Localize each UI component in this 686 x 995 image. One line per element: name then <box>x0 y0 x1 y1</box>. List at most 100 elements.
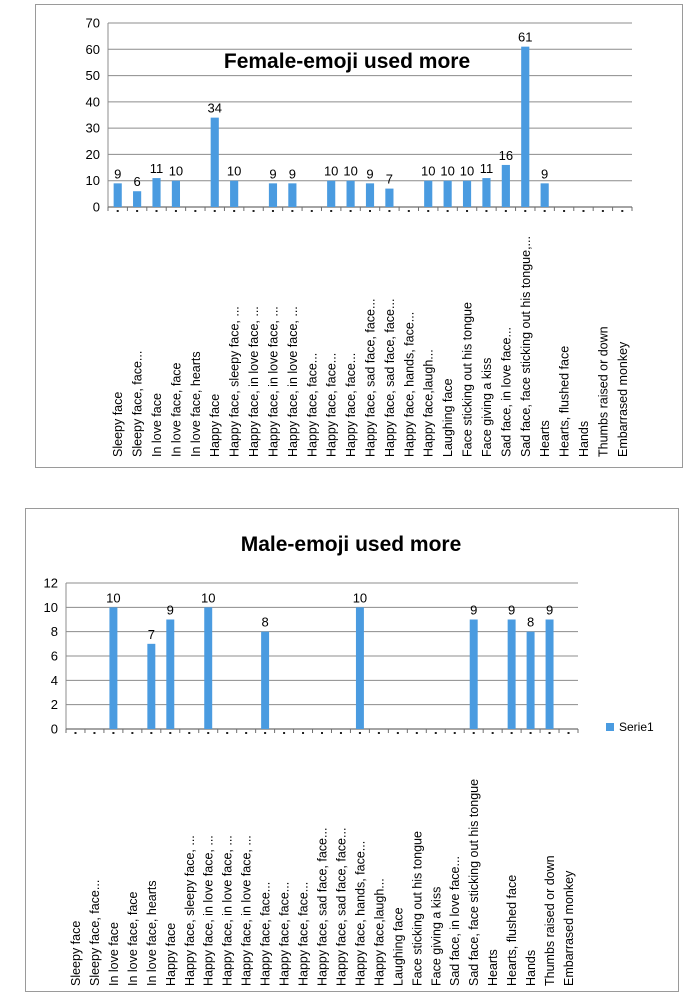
category-marker <box>358 732 361 734</box>
category-label: Thumbs raised or down <box>543 855 557 986</box>
data-label: 10 <box>324 164 338 179</box>
category-label: Happy face, in love face, ... <box>247 306 261 457</box>
category-marker <box>563 210 566 212</box>
bar <box>133 191 142 207</box>
category-marker <box>136 210 139 212</box>
category-marker <box>174 210 177 212</box>
category-marker <box>407 210 410 212</box>
y-tick-label: 8 <box>51 624 58 639</box>
category-marker <box>377 732 380 734</box>
y-tick-label: 20 <box>86 147 100 162</box>
y-tick-label: 0 <box>93 200 100 215</box>
bar <box>166 619 175 729</box>
bar <box>152 178 161 207</box>
bar <box>355 607 364 729</box>
y-tick-label: 2 <box>51 697 58 712</box>
category-marker <box>150 732 153 734</box>
category-marker <box>485 210 488 212</box>
category-label: Sad face, face sticking out his tongue,.… <box>519 236 533 457</box>
category-marker <box>453 732 456 734</box>
category-marker <box>188 732 191 734</box>
data-label: 8 <box>261 615 268 630</box>
bar <box>545 619 554 729</box>
category-label: Sleepy face, face... <box>131 351 145 457</box>
y-tick-label: 10 <box>86 173 100 188</box>
chart-title: Male-emoji used more <box>241 533 462 556</box>
male-emoji-chart: 0 2 4 6 8 10 12 Sleepy face Sleepy face, face...… <box>44 533 654 986</box>
bar <box>540 183 549 207</box>
category-marker <box>434 732 437 734</box>
category-label: Happy face, hands, face... <box>402 312 416 457</box>
bar <box>268 183 278 207</box>
category-label: Happy face, in love face, ... <box>266 306 280 457</box>
category-label: Sad face, face sticking out his tongue <box>467 779 481 986</box>
category-label: Face giving a kiss <box>480 358 494 457</box>
bar <box>501 164 510 207</box>
category-label: Hearts <box>486 949 500 986</box>
category-marker <box>213 210 216 212</box>
data-label: 9 <box>114 166 121 181</box>
data-label: 9 <box>546 603 553 618</box>
category-label: Happy face, sad face, face... <box>383 299 397 457</box>
female-emoji-chart: 0 10 20 30 40 50 60 70 9 Sleepy face 6 Sleepy face,… <box>86 16 633 457</box>
category-label: Laughing face <box>441 378 455 457</box>
category-label: Happy face,laugh... <box>422 349 436 457</box>
bar <box>443 180 452 207</box>
category-label: Happy face, sleepy face, ... <box>183 835 197 986</box>
category-label: In love face, hearts <box>145 880 159 986</box>
bar <box>462 180 472 207</box>
category-marker <box>93 732 96 734</box>
data-label: 10 <box>440 164 454 179</box>
category-label: Laughing face <box>391 907 405 986</box>
y-tick-label: 30 <box>86 121 100 136</box>
bar <box>365 183 375 207</box>
category-marker <box>74 732 77 734</box>
data-label: 34 <box>208 101 222 116</box>
category-label: Happy face, in love face, ... <box>286 306 300 457</box>
category-label: Face sticking out his tongue <box>410 831 424 986</box>
category-label: Happy face, sad face, face... <box>316 828 330 986</box>
category-label: In love face <box>107 922 121 986</box>
y-tick-label: 10 <box>44 600 58 615</box>
bar <box>424 180 433 207</box>
y-tick-label: 12 <box>44 576 58 591</box>
category-marker <box>504 210 507 212</box>
data-label: 9 <box>167 603 174 618</box>
category-marker <box>567 732 570 734</box>
data-label: 10 <box>201 590 215 605</box>
chart-title: Female-emoji used more <box>224 50 470 73</box>
category-marker <box>369 210 371 212</box>
bar <box>288 183 297 207</box>
category-label: Happy face, sad face, face... <box>364 299 378 457</box>
data-label: 9 <box>269 166 276 181</box>
category-label: Embarrased monkey <box>616 341 630 457</box>
category-marker <box>264 732 267 734</box>
category-label: In love face <box>150 393 164 457</box>
bar <box>109 607 118 729</box>
category-label: Happy face, face... <box>305 353 319 457</box>
category-marker <box>310 210 313 212</box>
category-marker <box>388 210 391 212</box>
category-marker <box>466 210 469 212</box>
category-marker <box>582 210 585 212</box>
data-label: 10 <box>343 164 357 179</box>
category-marker <box>321 732 323 734</box>
data-label: 7 <box>148 627 155 642</box>
category-marker <box>621 210 624 212</box>
category-marker <box>252 210 255 212</box>
category-marker <box>330 210 333 212</box>
category-marker <box>491 732 494 734</box>
category-label: Happy face, sad face, face... <box>334 828 348 986</box>
data-label: 7 <box>386 172 393 187</box>
category-marker <box>472 732 475 734</box>
category-label: Happy face, in love face, ... <box>240 835 254 986</box>
category-marker <box>155 210 158 212</box>
category-marker <box>271 210 274 212</box>
bar <box>261 631 270 729</box>
bar <box>346 180 355 207</box>
category-marker <box>601 210 604 212</box>
bar <box>507 619 516 729</box>
category-marker <box>131 732 134 734</box>
legend-swatch <box>606 723 614 731</box>
category-label: Happy face,laugh... <box>372 878 386 986</box>
